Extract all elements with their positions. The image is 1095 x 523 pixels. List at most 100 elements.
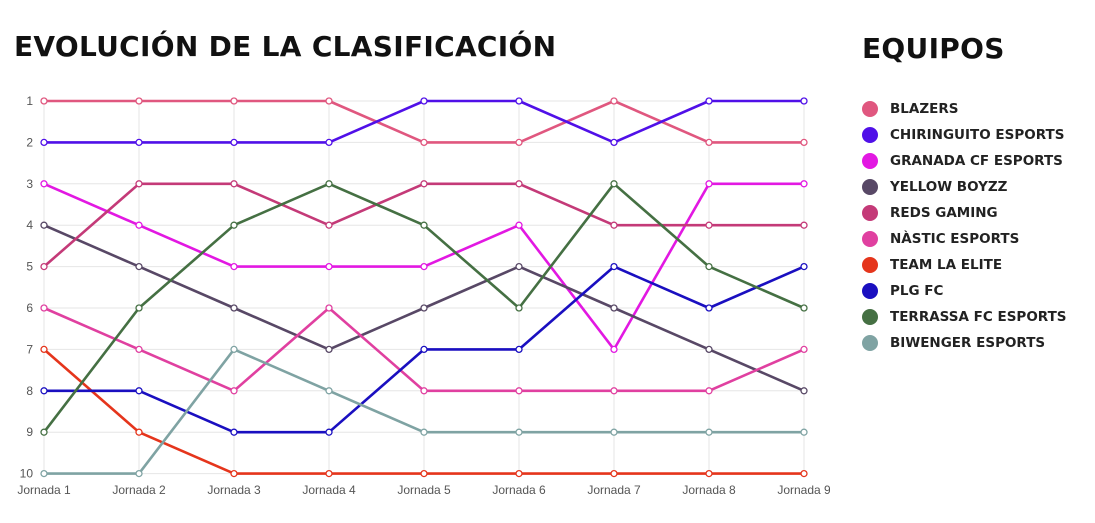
legend-item[interactable]: GRANADA CF ESPORTS xyxy=(862,148,1067,174)
data-point xyxy=(135,97,143,105)
legend-swatch xyxy=(862,283,878,299)
legend-swatch xyxy=(862,179,878,195)
data-point xyxy=(515,428,523,436)
data-point xyxy=(135,304,143,312)
data-point xyxy=(800,345,808,354)
y-tick-label: 8 xyxy=(26,384,33,398)
x-axis-ticks: Jornada 1 Jornada 2 Jornada 3 Jornada 4 Jorn… xyxy=(17,483,830,497)
legend-item[interactable]: REDS GAMING xyxy=(862,200,1067,226)
data-point xyxy=(325,428,333,436)
data-point xyxy=(420,138,428,147)
data-point xyxy=(420,428,428,436)
data-point xyxy=(705,469,713,478)
data-point xyxy=(325,180,333,188)
data-point xyxy=(515,304,523,312)
data-point xyxy=(420,387,428,395)
data-point xyxy=(515,180,523,188)
data-point xyxy=(230,180,238,188)
legend-item[interactable]: TERRASSA FC ESPORTS xyxy=(862,304,1067,330)
data-point xyxy=(135,469,143,478)
data-point xyxy=(230,221,238,229)
x-tick-label: Jornada 6 xyxy=(492,483,546,497)
legend-label: BLAZERS xyxy=(890,101,959,117)
legend-label: TERRASSA FC ESPORTS xyxy=(890,309,1067,325)
chart-grid xyxy=(43,100,805,475)
data-point xyxy=(705,180,713,188)
x-tick-label: Jornada 1 xyxy=(17,483,71,497)
legend-swatch xyxy=(862,231,878,247)
y-tick-label: 3 xyxy=(26,177,33,191)
data-point xyxy=(705,345,713,354)
data-point xyxy=(230,262,238,271)
legend-item[interactable]: BLAZERS xyxy=(862,96,1067,122)
data-point xyxy=(800,221,808,229)
data-point xyxy=(40,469,48,478)
data-point xyxy=(135,262,143,271)
x-tick-label: Jornada 4 xyxy=(302,483,356,497)
data-point xyxy=(705,97,713,105)
data-point xyxy=(230,469,238,478)
legend-swatch xyxy=(862,101,878,117)
legend-item[interactable]: CHIRINGUITO ESPORTS xyxy=(862,122,1067,148)
data-point xyxy=(325,97,333,105)
legend-label: PLG FC xyxy=(890,283,944,299)
data-point xyxy=(800,138,808,147)
data-point xyxy=(705,221,713,229)
x-tick-label: Jornada 3 xyxy=(207,483,261,497)
legend-swatch xyxy=(862,127,878,143)
legend-swatch xyxy=(862,335,878,351)
data-point xyxy=(135,428,143,436)
data-point xyxy=(610,387,618,395)
data-point xyxy=(610,138,618,147)
data-point xyxy=(230,138,238,147)
data-point xyxy=(515,97,523,105)
legend-label: BIWENGER ESPORTS xyxy=(890,335,1046,351)
y-tick-label: 6 xyxy=(26,301,33,315)
y-tick-label: 4 xyxy=(26,218,33,232)
series-points xyxy=(40,97,808,478)
data-point xyxy=(135,345,143,354)
data-point xyxy=(610,97,618,105)
data-point xyxy=(325,304,333,312)
legend-label: REDS GAMING xyxy=(890,205,998,221)
legend-item[interactable]: NÀSTIC ESPORTS xyxy=(862,226,1067,252)
data-point xyxy=(610,304,618,312)
legend-item[interactable]: PLG FC xyxy=(862,278,1067,304)
chart-title: EVOLUCIÓN DE LA CLASIFICACIÓN xyxy=(14,30,557,63)
x-tick-label: Jornada 8 xyxy=(682,483,736,497)
data-point xyxy=(515,262,523,271)
data-point xyxy=(705,428,713,436)
data-point xyxy=(800,97,808,105)
legend-title: EQUIPOS xyxy=(862,32,1005,65)
data-point xyxy=(800,262,808,271)
data-point xyxy=(40,387,48,395)
data-point xyxy=(230,97,238,105)
data-point xyxy=(135,180,143,188)
data-point xyxy=(40,345,48,354)
legend-label: GRANADA CF ESPORTS xyxy=(890,153,1063,169)
data-point xyxy=(800,180,808,188)
data-point xyxy=(515,387,523,395)
data-point xyxy=(800,387,808,395)
data-point xyxy=(420,345,428,354)
data-point xyxy=(230,304,238,312)
data-point xyxy=(40,221,48,229)
legend-item[interactable]: YELLOW BOYZZ xyxy=(862,174,1067,200)
data-point xyxy=(515,345,523,354)
data-point xyxy=(230,428,238,436)
data-point xyxy=(610,180,618,188)
x-tick-label: Jornada 9 xyxy=(777,483,830,497)
data-point xyxy=(420,97,428,105)
data-point xyxy=(325,387,333,395)
legend-item[interactable]: TEAM LA ELITE xyxy=(862,252,1067,278)
data-point xyxy=(515,221,523,229)
data-point xyxy=(325,138,333,147)
legend-item[interactable]: BIWENGER ESPORTS xyxy=(862,330,1067,356)
data-point xyxy=(420,180,428,188)
data-point xyxy=(515,469,523,478)
data-point xyxy=(800,304,808,312)
data-point xyxy=(705,138,713,147)
y-tick-label: 10 xyxy=(20,467,34,481)
data-point xyxy=(610,469,618,478)
